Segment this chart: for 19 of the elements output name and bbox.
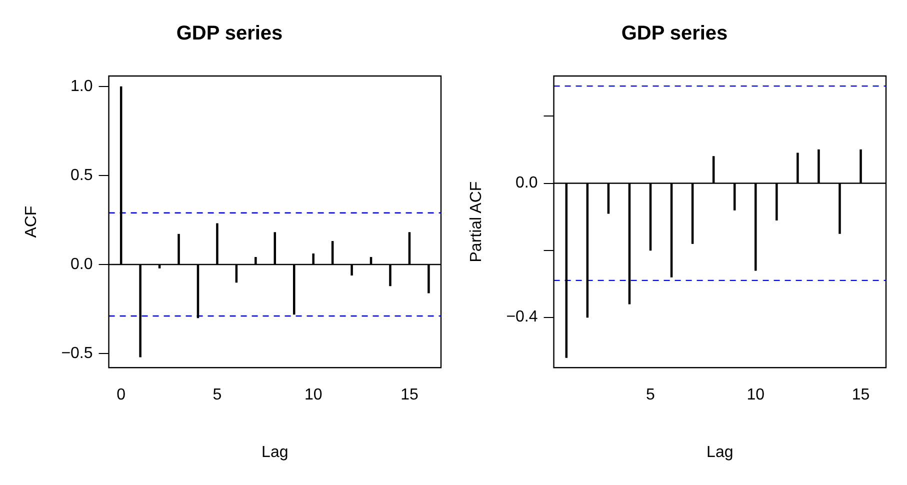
x-tick-label: 5 (646, 386, 656, 404)
y-tick-label: 0.0 (70, 256, 93, 273)
y-tick-label: 0.5 (70, 166, 93, 184)
y-tick-label: 1.0 (70, 78, 93, 96)
y-tick-label: 0.0 (516, 174, 538, 192)
x-axis-title: Lag (262, 444, 288, 461)
y-tick-label: −0.4 (506, 308, 538, 326)
x-tick-label: 15 (852, 386, 870, 404)
y-axis-title: Partial ACF (468, 181, 486, 262)
y-axis-title: ACF (23, 206, 40, 238)
y-tick-label: −0.5 (61, 344, 93, 362)
x-tick-label: 5 (212, 386, 222, 404)
x-tick-label: 0 (116, 386, 126, 404)
x-tick-label: 10 (304, 386, 322, 404)
chart-title: GDP series (621, 22, 728, 45)
x-axis-title: Lag (706, 444, 734, 461)
x-tick-label: 15 (400, 386, 418, 404)
chart-title: GDP series (176, 22, 283, 45)
x-tick-label: 10 (746, 386, 765, 404)
